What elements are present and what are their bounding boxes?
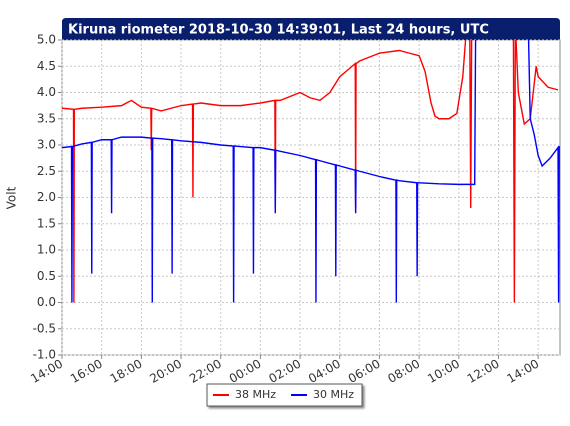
x-tick-label: 00:00 <box>227 357 264 386</box>
y-tick-label: 4.5 <box>37 59 56 73</box>
x-tick-label: 22:00 <box>187 357 224 386</box>
data-line <box>62 40 560 303</box>
title-bar <box>62 18 560 40</box>
y-tick-label: -0.5 <box>33 321 56 335</box>
y-tick-label: 0.5 <box>37 269 56 283</box>
y-tick-label: 2.5 <box>37 164 56 178</box>
y-tick-label: 2.0 <box>37 190 56 204</box>
x-tick-label: 06:00 <box>346 357 383 386</box>
x-tick-label: 12:00 <box>465 357 502 386</box>
plot-lines <box>62 40 560 303</box>
x-tick-label: 04:00 <box>306 357 343 386</box>
legend <box>206 383 363 407</box>
y-tick-label: 1.5 <box>37 216 56 230</box>
x-tick-label: 10:00 <box>425 357 462 386</box>
legend-label: 38 MHz <box>235 388 276 401</box>
x-tick-label: 02:00 <box>266 357 303 386</box>
x-tick-label: 16:00 <box>68 357 105 386</box>
chart-title: Kiruna riometer 2018-10-30 14:39:01, Las… <box>68 23 489 38</box>
x-tick-label: 20:00 <box>147 357 184 386</box>
x-tick-label: 08:00 <box>385 357 422 386</box>
y-tick-label: 3.5 <box>37 111 56 125</box>
x-tick-label: 14:00 <box>504 357 541 386</box>
y-axis-label: Volt <box>5 186 19 209</box>
y-tick-label: 3.0 <box>37 138 56 152</box>
y-tick-label: -1.0 <box>33 348 56 362</box>
y-tick-label: 5.0 <box>37 33 56 47</box>
legend-label: 30 MHz <box>313 388 354 401</box>
x-tick-label: 18:00 <box>108 357 145 386</box>
y-tick-label: 0.0 <box>37 295 56 309</box>
y-tick-label: 1.0 <box>37 243 56 257</box>
y-tick-label: 4.0 <box>37 85 56 99</box>
